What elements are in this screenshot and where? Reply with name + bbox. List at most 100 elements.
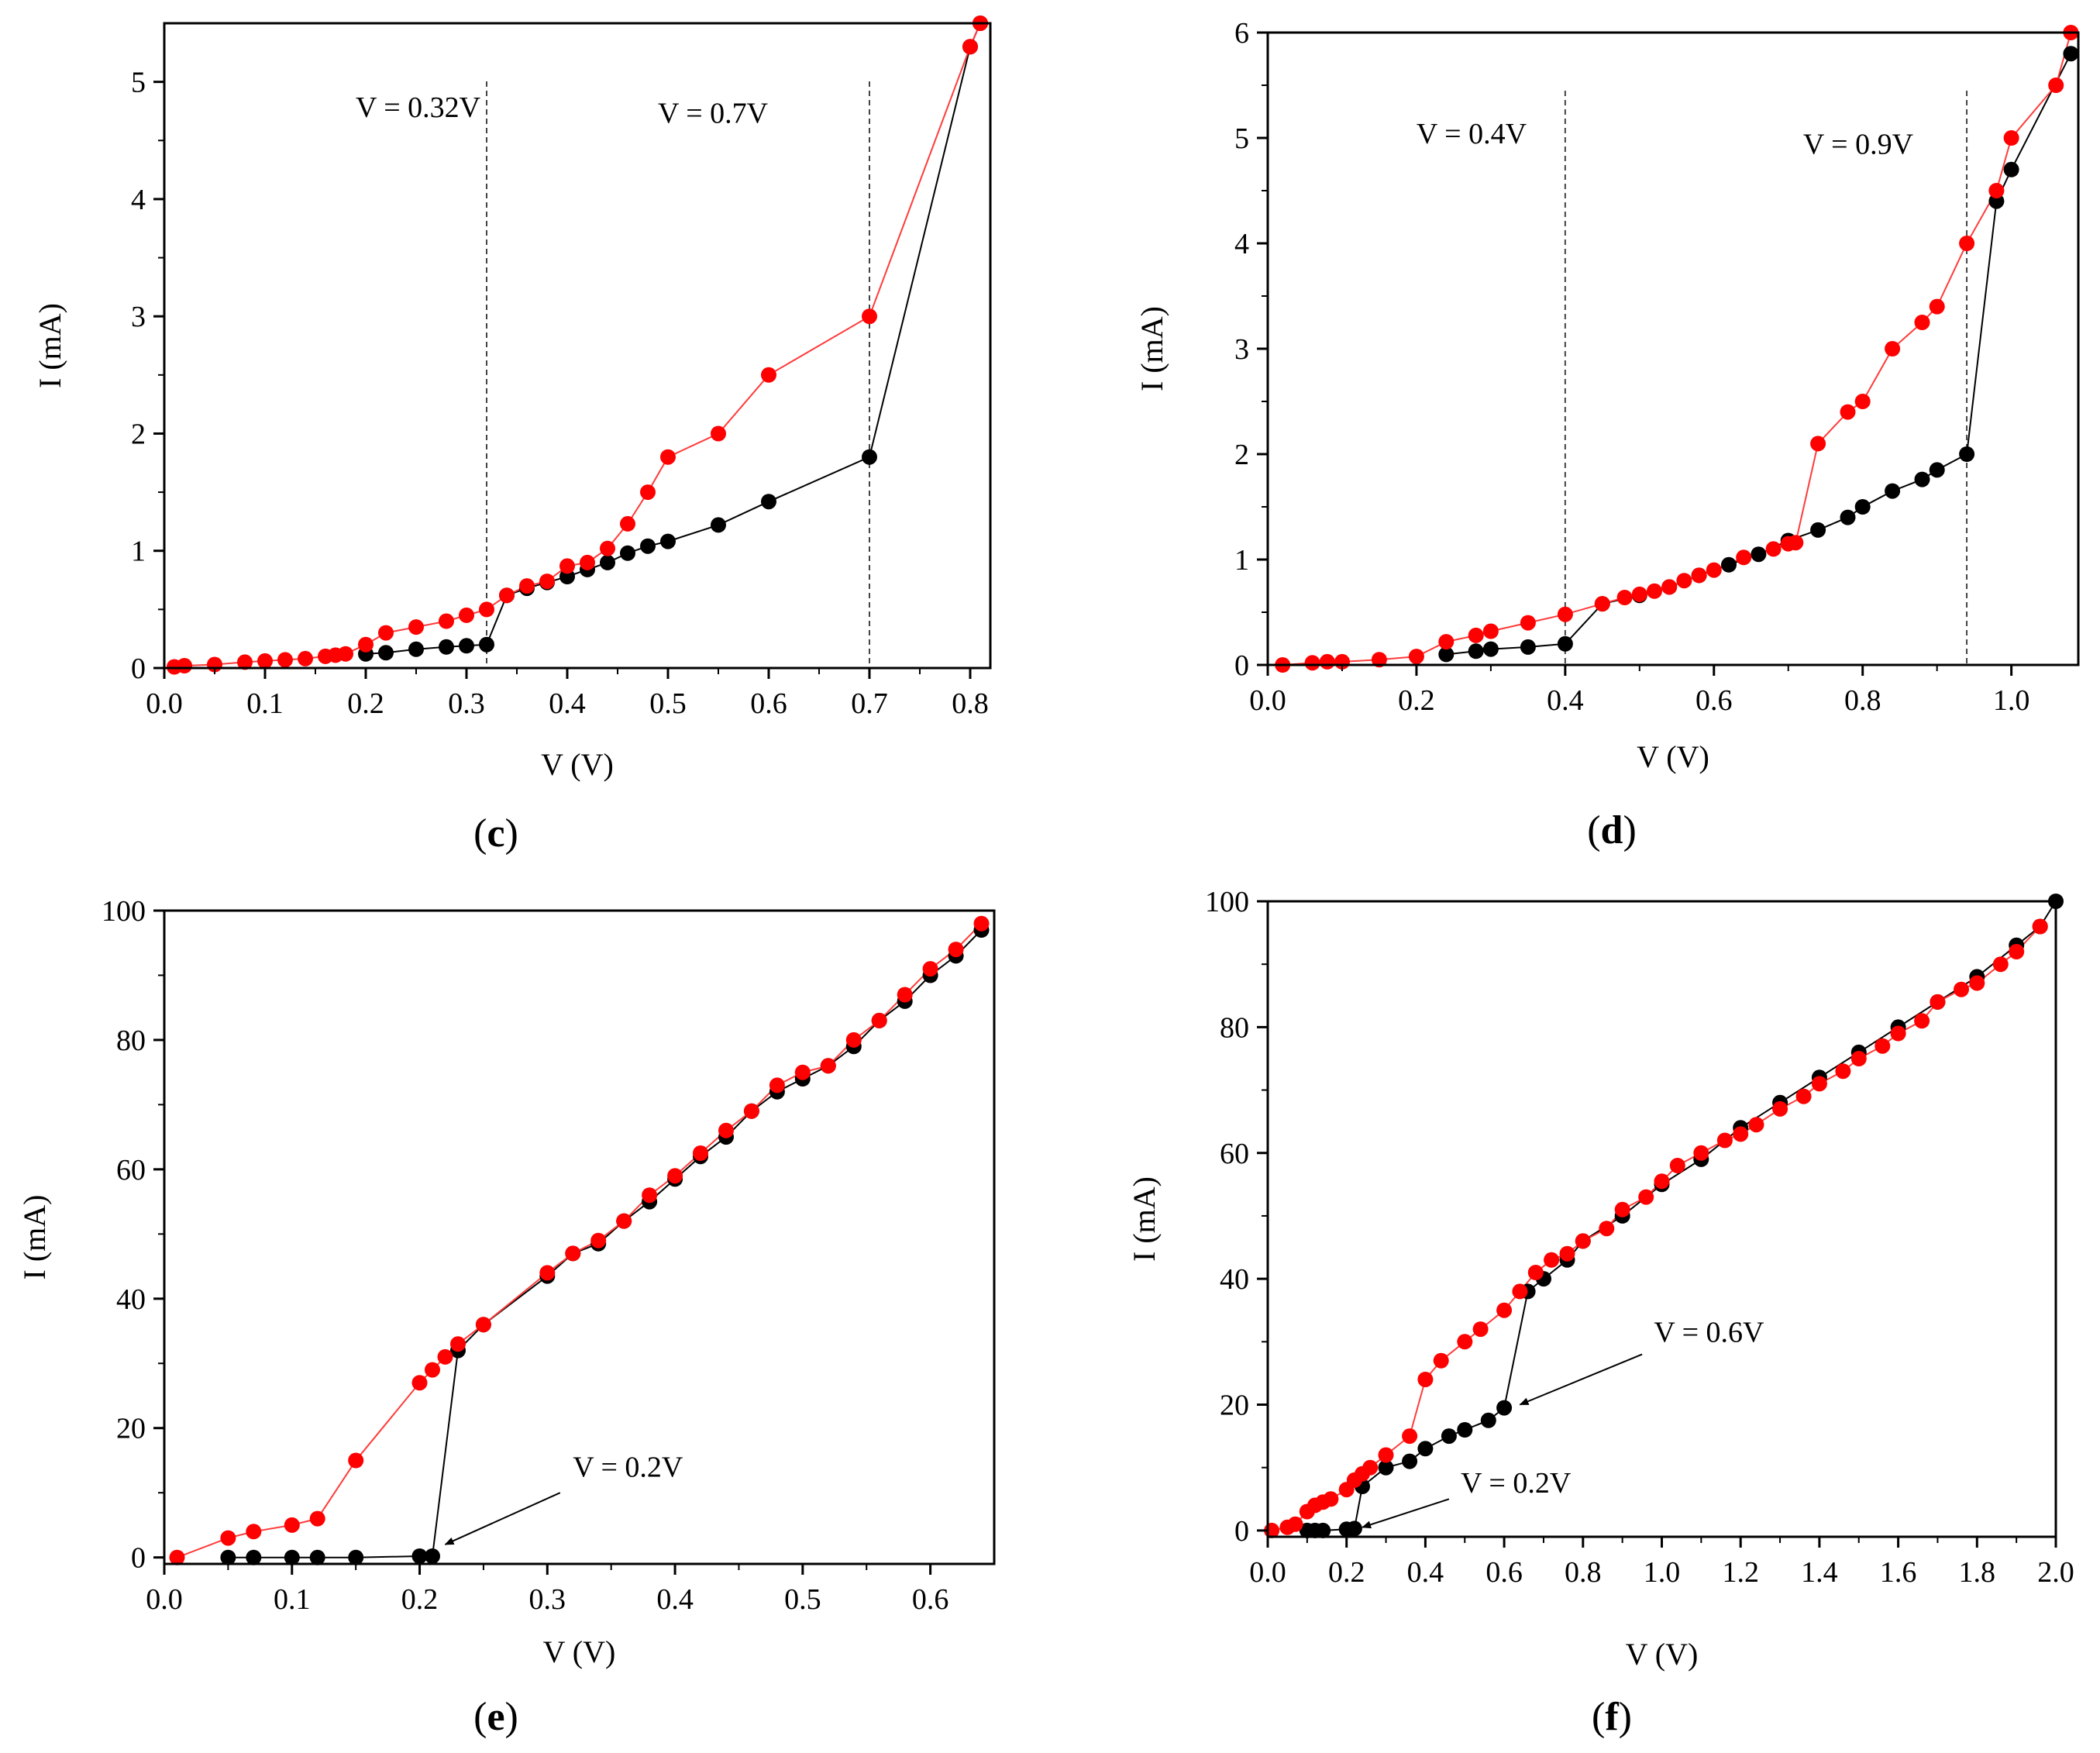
- y-axis-title: I (mA): [1127, 1176, 1162, 1262]
- data-point-red: [1616, 590, 1633, 605]
- y-tick-label: 100: [1205, 886, 1249, 918]
- data-point-black: [439, 639, 454, 655]
- x-tick-label: 0.1: [274, 1583, 311, 1616]
- data-point-red: [1457, 1334, 1473, 1350]
- data-point-black: [1959, 446, 1975, 462]
- y-tick-label: 80: [116, 1025, 146, 1057]
- data-point-black: [1854, 499, 1871, 515]
- data-point-red: [237, 654, 253, 670]
- x-tick-label: 0.8: [1844, 684, 1881, 717]
- data-point-black: [1496, 1400, 1513, 1416]
- y-tick-label: 60: [1220, 1138, 1249, 1170]
- data-point-red: [1733, 1126, 1749, 1142]
- panel-label-paren: (: [1592, 1695, 1605, 1739]
- data-point-red: [411, 1375, 428, 1391]
- x-tick-label: 1.4: [1801, 1556, 1838, 1589]
- y-tick-label: 60: [116, 1154, 146, 1186]
- data-point-black: [479, 636, 494, 653]
- data-point-red: [1304, 655, 1320, 671]
- data-point-red: [1638, 1189, 1654, 1205]
- data-point-red: [871, 1012, 887, 1028]
- y-tick-label: 4: [131, 184, 146, 216]
- y-tick-label: 0: [131, 1542, 146, 1575]
- panel-label-d: (d): [1587, 808, 1637, 852]
- y-tick-label: 100: [102, 895, 146, 928]
- data-point-black: [411, 1548, 428, 1564]
- data-point-red: [845, 1031, 862, 1048]
- data-point-red: [1559, 1245, 1575, 1262]
- data-point-red: [1433, 1352, 1449, 1369]
- x-axis-title: V (V): [1626, 1637, 1699, 1672]
- data-point-black: [309, 1549, 325, 1565]
- panel-label-paren: (: [473, 1695, 487, 1739]
- data-point-red: [1438, 634, 1455, 650]
- panel-label-f: (f): [1592, 1695, 1632, 1739]
- data-point-red: [1875, 1038, 1891, 1054]
- data-point-black: [1914, 471, 1930, 487]
- data-point-red: [973, 915, 990, 932]
- data-point-red: [667, 1168, 683, 1184]
- data-point-red: [1287, 1516, 1303, 1532]
- data-point-red: [246, 1524, 262, 1540]
- x-tick-label: 0.8: [952, 687, 989, 720]
- data-point-red: [1929, 298, 1945, 315]
- series-line-red-d: [1282, 32, 2072, 666]
- annotation-arrow: [444, 1492, 561, 1545]
- series-line-black-f: [1306, 901, 2057, 1531]
- x-tick-label: 1.6: [1880, 1556, 1917, 1589]
- data-point-red: [1599, 1221, 1615, 1237]
- data-point-red: [358, 636, 374, 653]
- panel-label-paren: (: [473, 811, 487, 856]
- data-point-red: [1772, 1100, 1788, 1117]
- x-tick-label: 0.4: [549, 687, 586, 720]
- y-tick-label: 4: [1234, 228, 1249, 260]
- panel-label-paren: ): [505, 1695, 518, 1739]
- data-point-red: [1992, 956, 2009, 973]
- x-tick-label: 0.6: [750, 687, 787, 720]
- x-tick-label: 0.2: [347, 687, 384, 720]
- annotation-label: V = 0.9V: [1803, 128, 1914, 160]
- data-point-red: [2009, 944, 2025, 959]
- y-tick-label: 0: [1234, 1515, 1249, 1548]
- x-tick-label: 0.3: [529, 1583, 566, 1616]
- y-tick-label: 80: [1220, 1011, 1249, 1044]
- data-point-red: [378, 625, 394, 641]
- chart-panel-d: 0.0 0.2 0.4 0.6 0.8 1.0 0 1 2 3 4 5 6 V (V) I (mA) V = …: [1134, 17, 2080, 852]
- data-point-black: [1346, 1521, 1362, 1537]
- data-point-red: [1378, 1447, 1394, 1463]
- data-point-black: [1557, 635, 1573, 652]
- data-point-red: [1661, 579, 1678, 595]
- x-tick-label: 0.3: [448, 687, 485, 720]
- y-tick-label: 6: [1234, 17, 1249, 50]
- data-point-black: [620, 545, 635, 561]
- plot-frame-c: [163, 22, 992, 670]
- y-tick-label: 2: [131, 418, 146, 450]
- x-axis-title: V (V): [541, 747, 614, 782]
- data-point-black: [1929, 462, 1945, 478]
- data-point-red: [277, 652, 293, 668]
- data-point-black: [761, 494, 776, 510]
- data-point-red: [437, 1348, 453, 1365]
- data-point-black: [2003, 161, 2019, 177]
- panel-label-paren: ): [1623, 808, 1636, 852]
- data-point-red: [1527, 1265, 1544, 1280]
- data-point-black: [1840, 509, 1856, 525]
- annotation-label: V = 0.7V: [658, 98, 769, 130]
- y-tick-label: 2: [1234, 439, 1249, 471]
- data-point-red: [1736, 549, 1752, 566]
- x-tick-label: 1.0: [1993, 684, 2030, 717]
- y-tick-label: 40: [1220, 1263, 1249, 1296]
- data-point-red: [600, 540, 615, 556]
- annotation-arrow: [1362, 1498, 1450, 1529]
- data-point-red: [177, 658, 192, 673]
- x-tick-label: 0.4: [1547, 684, 1584, 717]
- x-tick-label: 2.0: [2037, 1556, 2074, 1589]
- annotation-label: V = 0.2V: [1461, 1467, 1572, 1500]
- x-tick-label: 0.0: [1249, 1556, 1286, 1589]
- data-point-red: [309, 1510, 325, 1527]
- data-point-red: [1930, 994, 1946, 1010]
- x-tick-label: 0.0: [1249, 684, 1286, 717]
- data-point-black: [220, 1549, 236, 1565]
- data-point-black: [660, 533, 676, 549]
- data-point-red: [479, 601, 494, 618]
